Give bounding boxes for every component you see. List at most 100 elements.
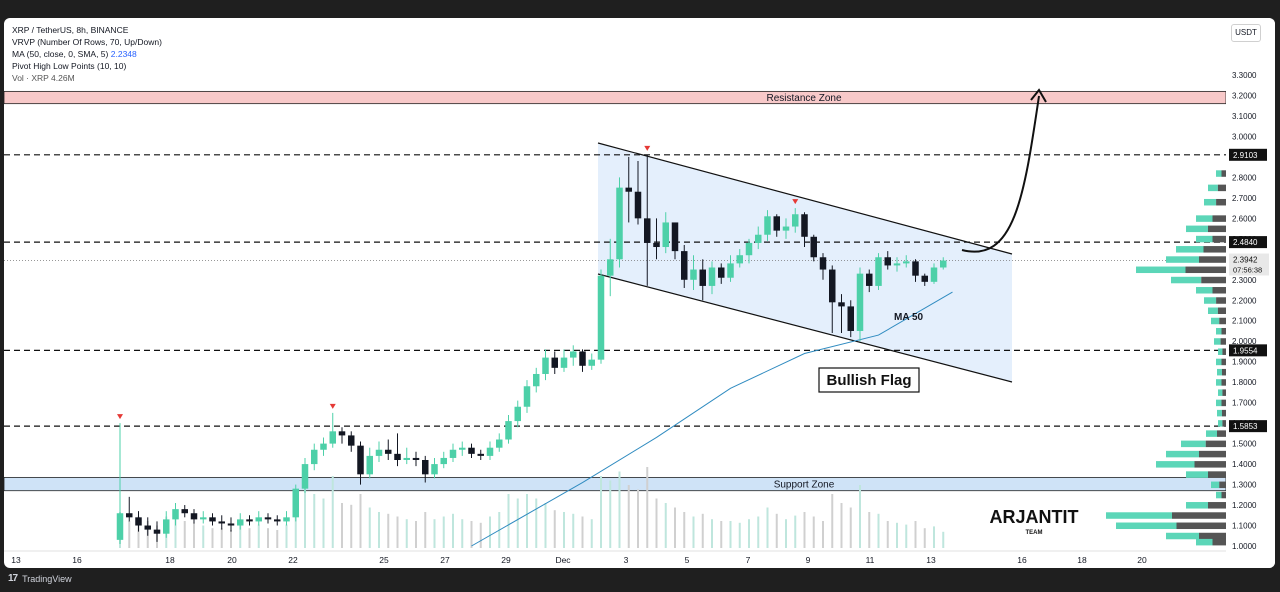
- candle[interactable]: [468, 443, 475, 458]
- candle[interactable]: [144, 517, 152, 536]
- candle[interactable]: [449, 443, 457, 463]
- candle[interactable]: [653, 218, 660, 260]
- candle[interactable]: [755, 226, 762, 250]
- candle[interactable]: [200, 511, 207, 524]
- tradingview-branding[interactable]: 17 TradingView: [8, 573, 72, 584]
- candle[interactable]: [274, 515, 281, 526]
- symbol-label[interactable]: XRP / TetherUS, 8h, BINANCE: [12, 25, 129, 35]
- candle[interactable]: [385, 439, 392, 460]
- candle[interactable]: [838, 294, 845, 334]
- candle[interactable]: [301, 457, 309, 493]
- candle[interactable]: [764, 210, 771, 241]
- candle[interactable]: [634, 161, 642, 225]
- candle[interactable]: [847, 300, 855, 338]
- candle[interactable]: [505, 414, 512, 444]
- candle[interactable]: [810, 234, 818, 262]
- candle[interactable]: [459, 441, 466, 456]
- candle[interactable]: [375, 441, 383, 463]
- candle[interactable]: [903, 255, 910, 268]
- candle[interactable]: [551, 351, 559, 374]
- candle[interactable]: [403, 447, 411, 465]
- candle[interactable]: [866, 269, 873, 293]
- candle[interactable]: [671, 222, 679, 260]
- candle[interactable]: [227, 517, 235, 532]
- candle[interactable]: [690, 255, 697, 291]
- price-chart[interactable]: Resistance Zone Support Zone Bullish Flag…: [4, 18, 1275, 568]
- candle[interactable]: [153, 521, 161, 542]
- candle[interactable]: [292, 484, 300, 522]
- candle[interactable]: [237, 513, 244, 530]
- candle[interactable]: [875, 253, 882, 291]
- vrvp-label[interactable]: VRVP (Number Of Rows, 70, Up/Down): [12, 37, 162, 47]
- candle[interactable]: [699, 259, 707, 301]
- candle[interactable]: [218, 515, 226, 530]
- candle[interactable]: [126, 496, 133, 522]
- volume-label[interactable]: Vol · XRP 4.26M: [12, 73, 75, 83]
- candle[interactable]: [884, 251, 892, 270]
- candle[interactable]: [940, 257, 947, 270]
- candle[interactable]: [727, 255, 734, 282]
- candle[interactable]: [246, 515, 253, 526]
- candle[interactable]: [625, 156, 633, 223]
- candle[interactable]: [264, 513, 272, 524]
- candle[interactable]: [560, 349, 568, 372]
- candle[interactable]: [718, 263, 725, 284]
- candle[interactable]: [366, 447, 374, 479]
- candle[interactable]: [412, 451, 420, 467]
- candle[interactable]: [255, 511, 263, 526]
- candle[interactable]: [431, 457, 438, 479]
- flag-upper-trendline[interactable]: [597, 142, 1013, 255]
- candle[interactable]: [283, 511, 290, 526]
- ma50-line[interactable]: [471, 291, 953, 547]
- candle[interactable]: [736, 249, 744, 268]
- candle[interactable]: [792, 208, 799, 233]
- candle[interactable]: [579, 349, 586, 372]
- breakout-arrow[interactable]: [961, 95, 1040, 253]
- candle[interactable]: [311, 443, 318, 471]
- candle[interactable]: [930, 263, 938, 284]
- candle[interactable]: [893, 257, 901, 272]
- candle[interactable]: [394, 433, 401, 467]
- candle[interactable]: [320, 437, 327, 456]
- candle[interactable]: [181, 505, 189, 518]
- candle[interactable]: [597, 269, 605, 364]
- candle[interactable]: [486, 441, 494, 460]
- candle[interactable]: [533, 367, 540, 393]
- candle[interactable]: [921, 273, 929, 286]
- candle[interactable]: [116, 423, 124, 544]
- candle[interactable]: [163, 511, 170, 538]
- ma-legend[interactable]: MA (50, close, 0, SMA, 5) 2.2348: [12, 48, 162, 60]
- candle[interactable]: [588, 353, 596, 370]
- candle[interactable]: [644, 154, 651, 286]
- currency-selector[interactable]: USDT: [1231, 24, 1261, 42]
- pivot-label[interactable]: Pivot High Low Points (10, 10): [12, 61, 127, 71]
- candle[interactable]: [819, 253, 827, 280]
- candle[interactable]: [616, 177, 623, 268]
- candle[interactable]: [829, 265, 836, 334]
- candle[interactable]: [422, 455, 429, 483]
- candle[interactable]: [440, 451, 448, 469]
- candle[interactable]: [523, 380, 531, 413]
- candle[interactable]: [477, 449, 485, 460]
- candle[interactable]: [607, 238, 614, 297]
- candle[interactable]: [496, 433, 503, 452]
- candle[interactable]: [338, 427, 346, 444]
- candle[interactable]: [856, 267, 864, 342]
- candle[interactable]: [329, 412, 337, 448]
- flag-lower-trendline[interactable]: [597, 273, 1013, 383]
- candle[interactable]: [708, 261, 716, 295]
- candle[interactable]: [801, 212, 808, 248]
- candle[interactable]: [542, 349, 549, 381]
- candle[interactable]: [912, 259, 919, 282]
- candle[interactable]: [357, 441, 364, 485]
- candle[interactable]: [570, 345, 577, 366]
- candle[interactable]: [209, 513, 216, 526]
- candle[interactable]: [135, 511, 142, 532]
- candle[interactable]: [681, 244, 688, 288]
- candle[interactable]: [773, 214, 781, 237]
- candle[interactable]: [782, 218, 790, 239]
- candle[interactable]: [348, 431, 355, 452]
- candle[interactable]: [514, 400, 522, 428]
- candle[interactable]: [745, 238, 753, 264]
- candle[interactable]: [190, 509, 198, 524]
